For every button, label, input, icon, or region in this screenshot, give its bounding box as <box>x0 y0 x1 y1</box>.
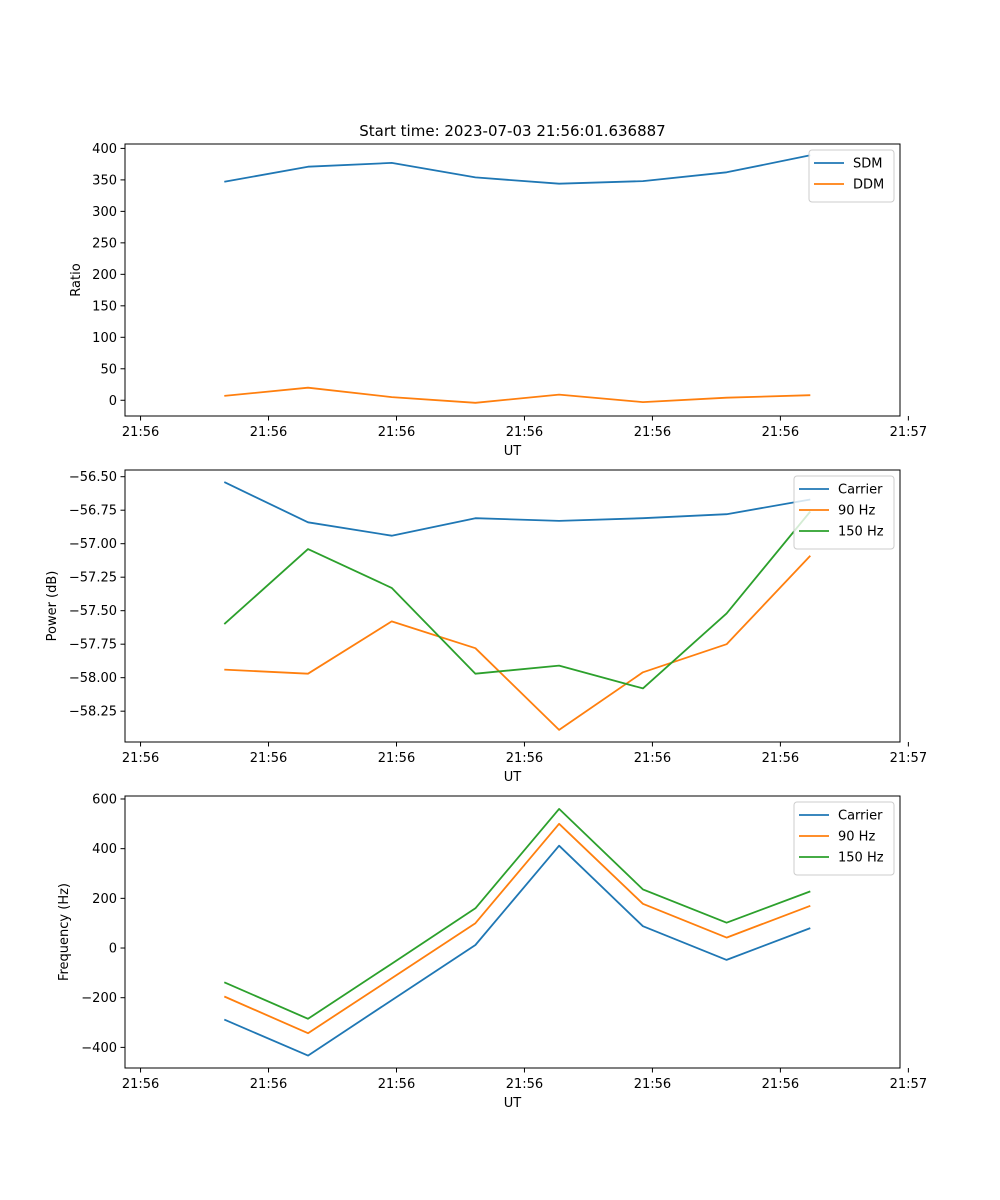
y-tick-label: 200 <box>92 268 117 283</box>
y-tick-label: −57.75 <box>69 638 117 653</box>
y-tick-label: 200 <box>92 892 117 907</box>
y-tick-label: −58.25 <box>69 705 117 720</box>
x-tick-label: 21:56 <box>378 1077 415 1092</box>
legend-label: 150 Hz <box>838 525 884 540</box>
y-tick-label: 400 <box>92 842 117 857</box>
x-tick-label: 21:56 <box>122 1077 159 1092</box>
x-tick-label: 21:57 <box>890 425 927 440</box>
chart-panel-2: 21:56 21:56 21:56 21:56 21:56 21:56 21:57 −58.2… <box>45 469 927 785</box>
y-axis-label: Ratio <box>69 263 84 296</box>
axes-frame <box>124 143 901 417</box>
x-tick-label: 21:56 <box>250 1077 287 1092</box>
legend-label: 90 Hz <box>838 504 875 519</box>
y-tick-label: −56.75 <box>69 504 117 519</box>
x-tick-label: 21:56 <box>250 425 287 440</box>
series-line-carrier <box>223 844 811 1057</box>
legend-label: Carrier <box>838 809 883 824</box>
y-axis-label: Power (dB) <box>45 571 60 642</box>
legend: Carrier 90 Hz 150 Hz <box>793 475 895 550</box>
y-tick-label: −200 <box>81 991 117 1006</box>
legend-label: DDM <box>853 178 884 193</box>
series-line-carrier <box>223 481 811 537</box>
series-line-90-hz <box>224 555 811 731</box>
legend-label: SDM <box>853 157 882 172</box>
y-tick-label: −57.50 <box>69 604 117 619</box>
series-line-90-hz <box>223 822 811 1035</box>
y-axis-label: Frequency (Hz) <box>57 883 72 981</box>
axes-frame <box>124 469 901 743</box>
x-axis-label: UT <box>504 770 522 785</box>
y-tick-label: −57.25 <box>69 571 117 586</box>
y-tick-label: −56.50 <box>69 470 117 485</box>
x-tick-label: 21:57 <box>890 751 927 766</box>
legend-label: 150 Hz <box>838 851 884 866</box>
x-tick-label: 21:56 <box>122 751 159 766</box>
series-line-sdm <box>224 154 811 185</box>
x-tick-label: 21:56 <box>506 425 543 440</box>
chart-panel-1: 21:56 21:56 21:56 21:56 21:56 21:56 21:57 0 50 10… <box>69 122 927 459</box>
x-tick-label: 21:56 <box>634 425 671 440</box>
y-tick-label: 150 <box>92 299 117 314</box>
legend-label: Carrier <box>838 483 883 498</box>
y-tick-label: 0 <box>109 942 117 957</box>
x-tick-label: 21:56 <box>250 751 287 766</box>
y-tick-label: 50 <box>100 362 117 377</box>
x-tick-label: 21:56 <box>634 1077 671 1092</box>
y-tick-label: −58.00 <box>69 671 117 686</box>
y-tick-label: −57.00 <box>69 537 117 552</box>
y-tick-label: 250 <box>92 236 117 251</box>
x-tick-label: 21:56 <box>506 751 543 766</box>
y-tick-label: 0 <box>109 394 117 409</box>
x-tick-label: 21:56 <box>762 425 799 440</box>
x-tick-label: 21:56 <box>634 751 671 766</box>
chart-title: Start time: 2023-07-03 21:56:01.636887 <box>359 122 665 140</box>
y-tick-label: 350 <box>92 173 117 188</box>
x-axis-label: UT <box>504 444 522 459</box>
x-axis-label: UT <box>504 1096 522 1111</box>
y-tick-label: 300 <box>92 205 117 220</box>
y-tick-label: 100 <box>92 331 117 346</box>
series-line-150-hz <box>223 808 811 1020</box>
y-tick-label: 400 <box>92 142 117 157</box>
x-tick-label: 21:57 <box>890 1077 927 1092</box>
x-tick-label: 21:56 <box>762 1077 799 1092</box>
x-tick-label: 21:56 <box>506 1077 543 1092</box>
legend-label: 90 Hz <box>838 830 875 845</box>
y-tick-label: −400 <box>81 1041 117 1056</box>
x-tick-label: 21:56 <box>378 425 415 440</box>
legend: SDM DDM <box>808 149 895 203</box>
x-tick-label: 21:56 <box>762 751 799 766</box>
legend: Carrier 90 Hz 150 Hz <box>793 801 895 876</box>
chart-panel-3: 21:56 21:56 21:56 21:56 21:56 21:56 21:57 −400 −… <box>57 792 927 1111</box>
x-tick-label: 21:56 <box>378 751 415 766</box>
x-tick-label: 21:56 <box>122 425 159 440</box>
axes-frame <box>124 795 901 1069</box>
y-tick-label: 600 <box>92 792 117 807</box>
series-line-150-hz <box>223 510 811 690</box>
series-line-ddm <box>224 386 811 404</box>
